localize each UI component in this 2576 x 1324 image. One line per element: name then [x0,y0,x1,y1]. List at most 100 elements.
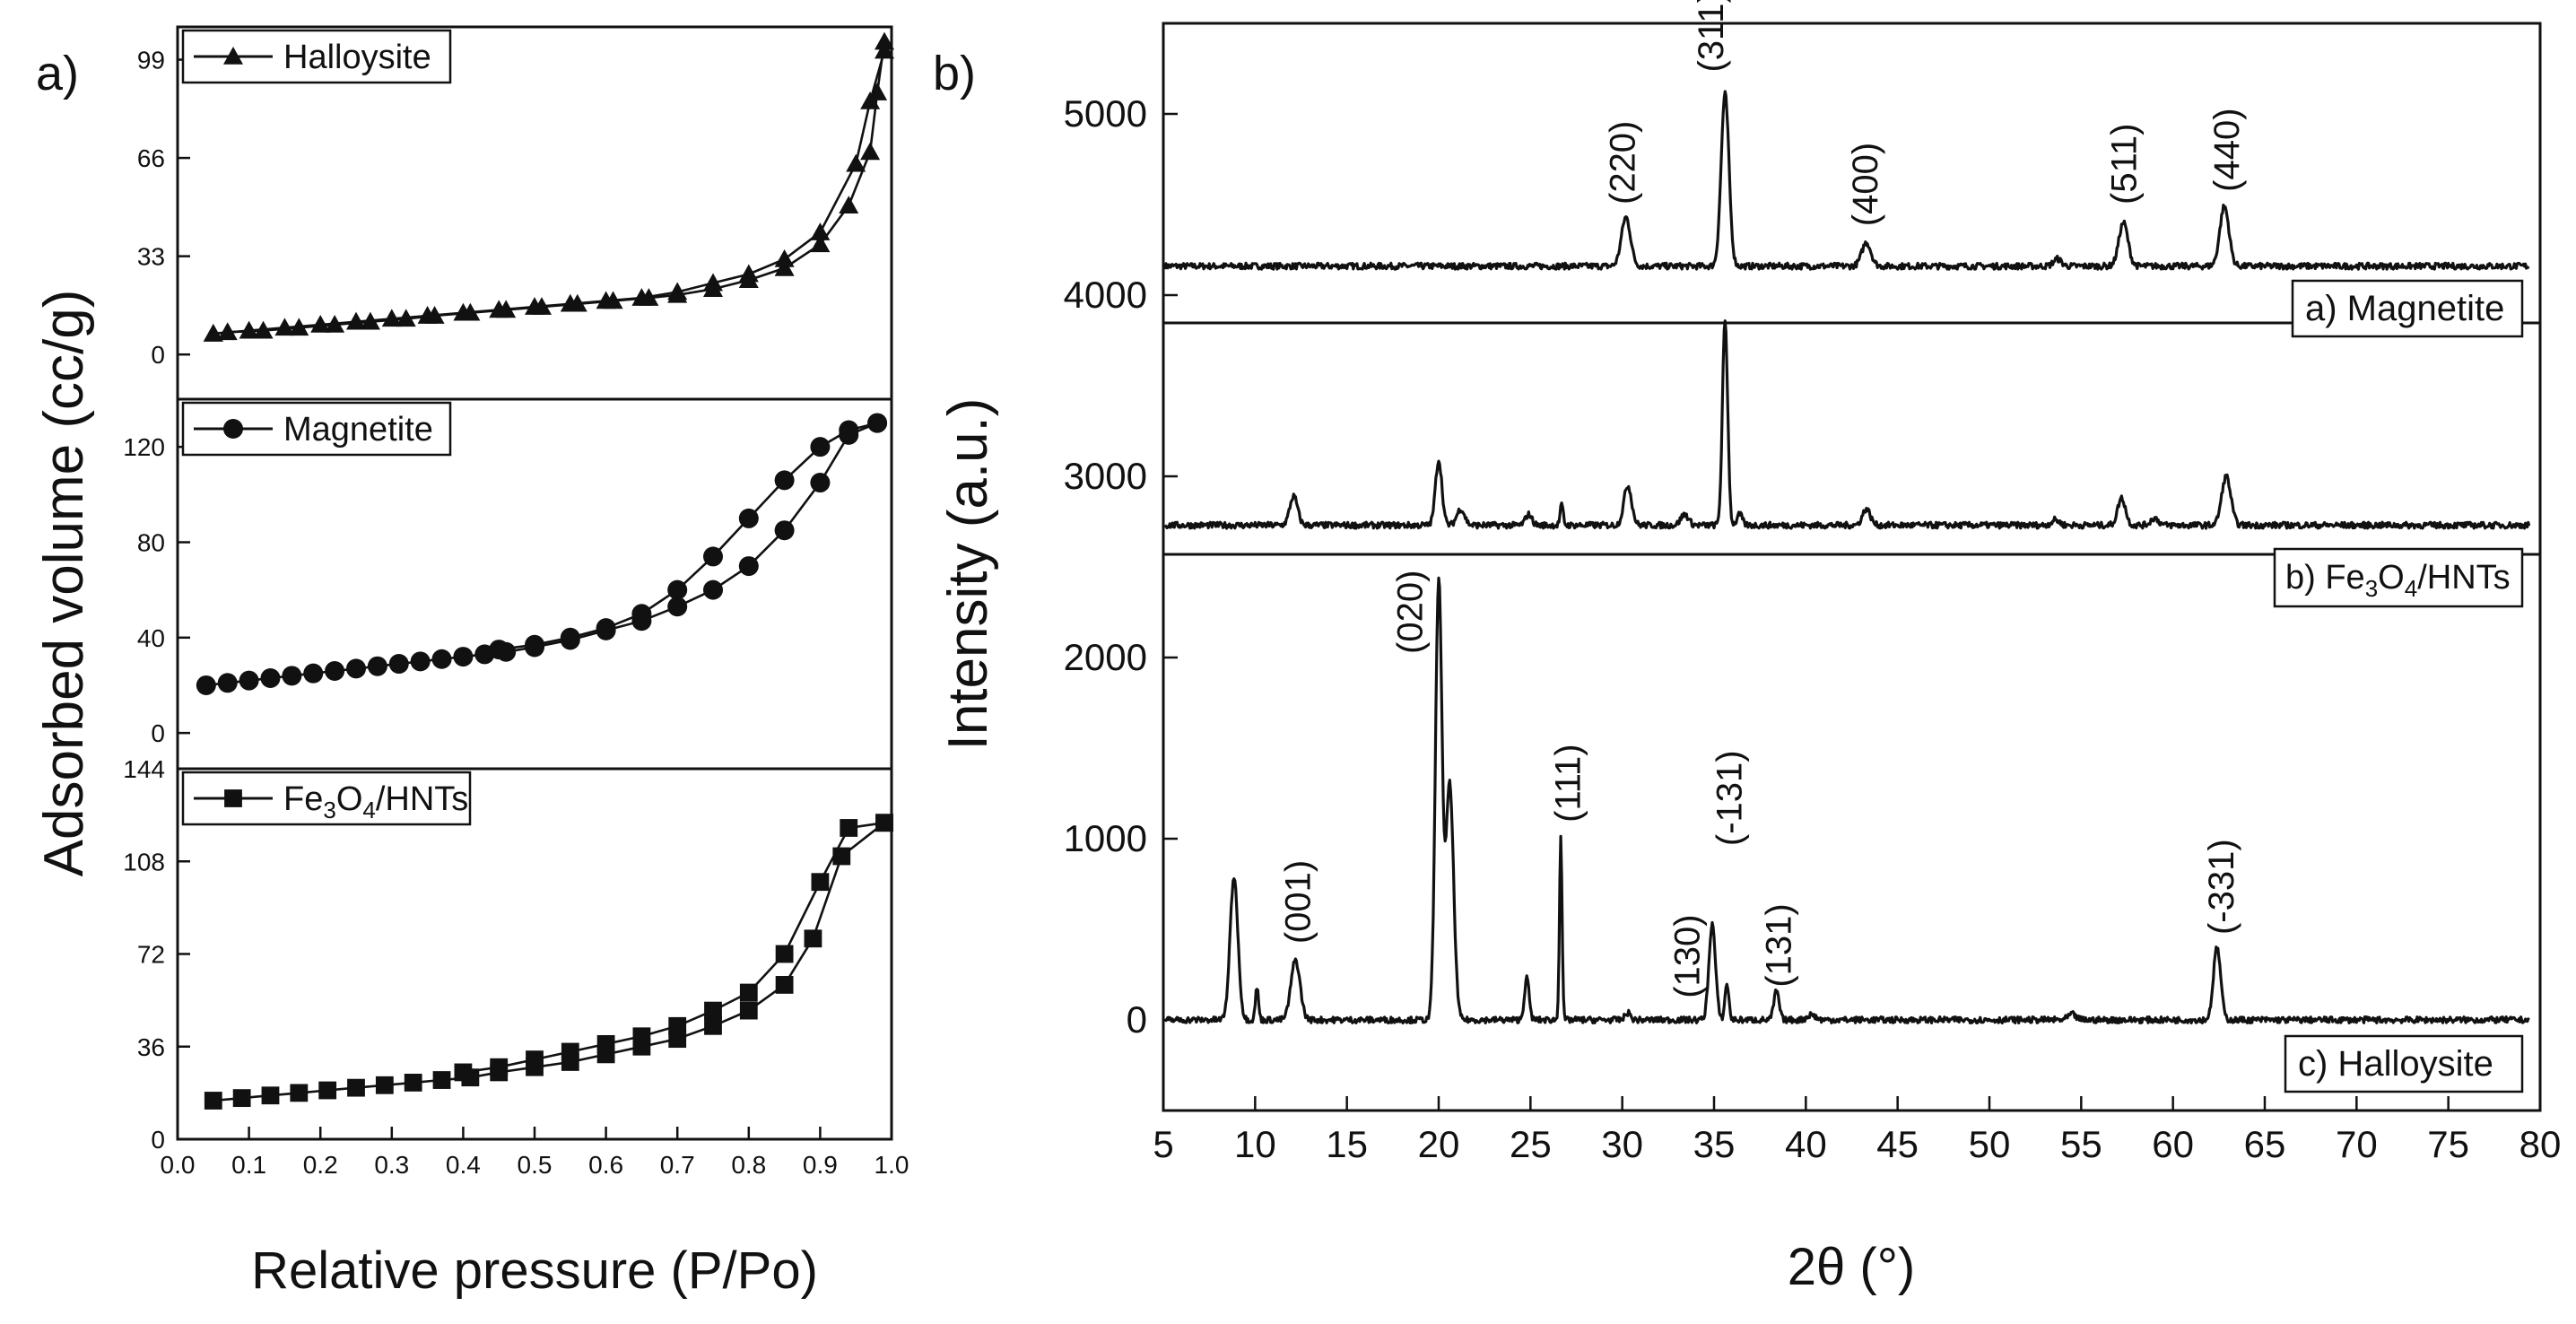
data-point [596,618,616,639]
data-point [217,673,238,693]
peak-label: (511) [2104,124,2144,205]
data-point [668,1016,687,1035]
data-point [282,666,302,686]
data-point [239,320,259,339]
legend-halloysite-box [2284,1034,2524,1093]
data-point [774,257,795,276]
x-tick-label: 0.7 [660,1151,695,1179]
y-tick-label: 0 [151,719,165,747]
x-tick-label: 45 [1876,1123,1919,1165]
data-point [346,311,366,330]
data-point [810,222,831,240]
panel-a-label: a) [36,47,79,100]
data-point [404,1074,422,1092]
x-tick-label: 5 [1153,1123,1173,1165]
data-point [560,293,580,312]
legend-label: Fe3O4/HNTs [283,780,468,823]
y-tick-label: 108 [123,848,165,875]
isotherm-adsorption-line [213,41,886,335]
xrd-x-axis-title: 2θ (°) [1788,1238,1915,1296]
y-tick-label: 1000 [1064,817,1147,859]
x-tick-label: 60 [2152,1123,2194,1165]
data-point [703,273,723,292]
data-point [204,1092,222,1110]
x-tick-label: 0.6 [588,1151,623,1179]
x-tick-label: 0.3 [374,1151,409,1179]
data-point [381,309,402,327]
legend-marker [223,419,243,439]
xrd-trace-1 [1163,319,2531,530]
data-point [388,654,409,675]
peak-label: (020) [1390,571,1430,654]
peak-label: (130) [1667,914,1707,997]
data-point [261,1086,280,1105]
data-point [875,814,893,832]
y-tick-label: 66 [137,144,165,172]
peak-label: (440) [2207,108,2247,191]
x-tick-label: 0.2 [303,1151,338,1179]
data-point [846,153,866,172]
data-point [667,282,688,301]
x-tick-label: 1.0 [875,1151,909,1179]
legend-label-part: 4 [362,797,375,823]
peak-label: (-331) [2202,839,2241,935]
x-tick-label: 0.1 [231,1151,266,1179]
data-point [774,470,795,491]
data-point [704,1016,722,1035]
isotherm-desorption-line [499,422,878,651]
y-tick-label: 144 [123,755,165,783]
data-point [410,651,431,672]
data-point [560,627,580,648]
data-point [432,1071,451,1089]
data-point [367,656,387,676]
y-tick-label: 72 [137,941,165,969]
xrd-trace-0 [1163,90,2530,271]
data-point [775,945,794,963]
data-point [561,1042,579,1061]
data-point [525,297,544,315]
data-point [774,520,795,541]
data-point [703,579,723,600]
data-point [738,264,759,283]
data-point [631,288,652,306]
peak-label: (311) [1692,0,1731,73]
legend-label-part: Fe [283,780,323,818]
data-point [774,248,795,267]
data-point [232,1089,251,1108]
legend-composite-sub1: 3 [2365,575,2378,602]
data-point [417,306,438,324]
panel-b-label: b) [933,47,976,100]
data-point [739,983,758,1002]
data-point [303,663,324,684]
data-point [832,847,851,866]
x-tick-label: 0.0 [161,1151,196,1179]
data-point [839,420,859,440]
y-tick-label: 3000 [1064,455,1147,497]
y-tick-label: 80 [137,528,165,556]
data-point [375,1076,394,1094]
x-tick-label: 0.9 [803,1151,838,1179]
legend-label-part: O [336,780,363,818]
data-point [196,675,216,695]
isotherm-frame [176,25,893,1141]
legend-label: Halloysite [283,39,431,76]
data-point [739,1001,758,1020]
data-point [239,670,259,691]
data-point [489,300,509,318]
data-point [454,1063,473,1082]
y-tick-label: 5000 [1064,92,1147,135]
data-point [875,40,895,59]
data-point [310,315,331,333]
x-tick-label: 65 [2244,1123,2286,1165]
isotherm-y-axis-title: Adsorbed volume (cc/g) [33,290,95,877]
peak-label: (400) [1846,143,1885,226]
isotherm-panel: 0 33 66 99 Halloysite 0 40 80 120 Magnetite 0 36 72 1… [123,25,909,1179]
data-point [217,322,238,341]
xrd-frame [1162,22,2542,1112]
x-tick-label: 55 [2060,1123,2102,1165]
data-point [290,1084,309,1102]
y-tick-label: 33 [137,243,165,271]
legend-composite-prefix: b) Fe [2285,559,2365,597]
data-point [840,819,858,837]
legend-marker [223,47,243,65]
